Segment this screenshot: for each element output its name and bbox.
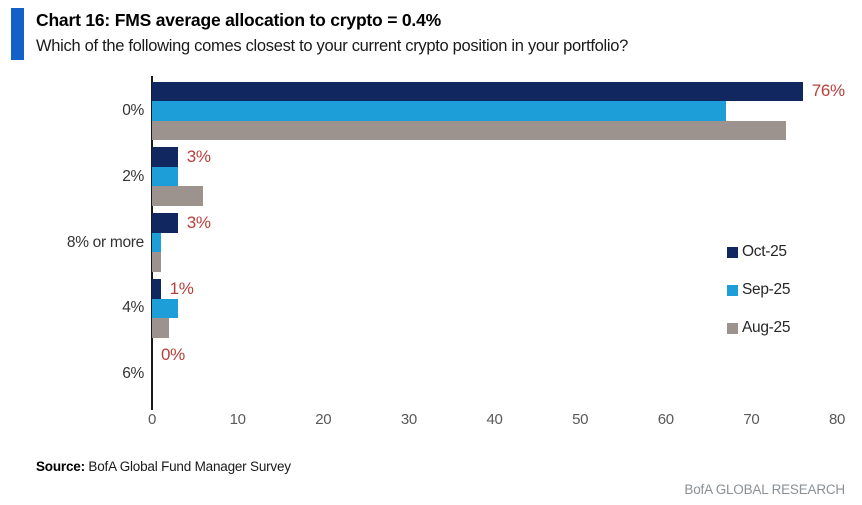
- x-axis-tick-label: 80: [828, 411, 846, 428]
- chart-subtitle: Which of the following comes closest to …: [36, 37, 629, 55]
- legend-label: Aug-25: [742, 319, 791, 336]
- legend-item: Aug-25: [727, 319, 790, 337]
- legend-swatch: [727, 246, 738, 258]
- x-axis-tick-label: 20: [315, 411, 332, 428]
- x-axis-tick-label: 0: [147, 411, 157, 428]
- bar-sep-25: [152, 232, 161, 253]
- legend-swatch: [727, 322, 738, 334]
- legend-item: Oct-25: [727, 243, 787, 261]
- bar-oct-25: [152, 279, 161, 299]
- x-axis-tick-label: 40: [486, 411, 503, 428]
- chart-title: Chart 16: FMS average allocation to cryp…: [36, 10, 441, 30]
- category-label: 4%: [122, 299, 144, 317]
- category-label: 8% or more: [66, 233, 144, 251]
- value-label: 76%: [811, 81, 845, 101]
- bar-oct-25: [152, 147, 178, 167]
- bar-sep-25: [152, 298, 178, 319]
- category-label: 2%: [122, 167, 144, 185]
- x-axis-tick-label: 10: [229, 411, 246, 428]
- source-label: Source:: [36, 459, 85, 474]
- x-axis-tick-label: 60: [657, 411, 674, 428]
- bar-chart: 0% 76% 2% 3% 8% or more 3% 4% 1% 6% 0% 0 10 20 30 40 50…: [66, 76, 846, 428]
- bar-aug-25: [152, 252, 161, 272]
- bar-sep-25: [152, 166, 178, 187]
- bar-aug-25: [152, 318, 170, 338]
- category-label: 6%: [122, 365, 144, 383]
- legend-label: Oct-25: [742, 243, 787, 260]
- x-axis-tick-label: 30: [400, 411, 417, 428]
- bar-oct-25: [152, 213, 178, 233]
- title-accent-bar: [11, 8, 24, 60]
- category-label: 0%: [122, 101, 144, 119]
- bar-oct-25: [152, 81, 803, 102]
- value-label: 1%: [169, 278, 194, 298]
- source-text: BofA Global Fund Manager Survey: [84, 459, 291, 474]
- legend-swatch: [727, 284, 738, 296]
- x-axis-tick-label: 50: [572, 411, 589, 428]
- source-line: Source: BofA Global Fund Manager Survey: [36, 459, 291, 474]
- value-label: 3%: [186, 147, 211, 167]
- bar-aug-25: [152, 186, 204, 206]
- value-label: 0%: [161, 344, 185, 364]
- legend-label: Sep-25: [742, 281, 791, 298]
- value-label: 3%: [186, 213, 211, 232]
- x-axis-tick-label: 70: [743, 411, 760, 428]
- legend-item: Sep-25: [727, 281, 790, 299]
- bofa-branding: BofA GLOBAL RESEARCH: [684, 482, 845, 497]
- bar-sep-25: [152, 101, 726, 121]
- bar-aug-25: [152, 120, 786, 141]
